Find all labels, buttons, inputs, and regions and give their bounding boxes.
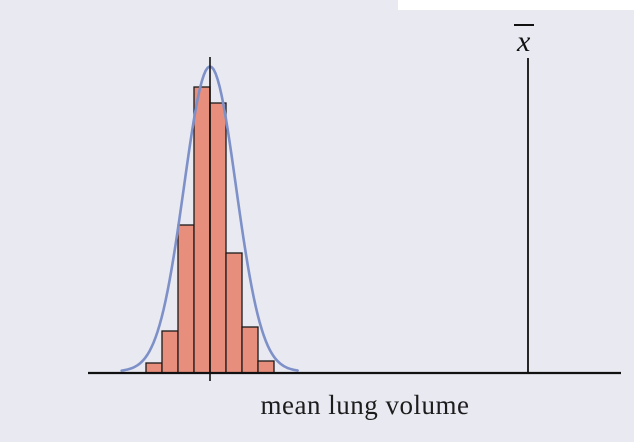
top-white-strip — [398, 0, 634, 10]
x-axis-label: mean lung volume — [260, 390, 470, 420]
histogram-bar — [145, 362, 163, 374]
histogram-bar — [209, 102, 227, 374]
histogram-bar — [193, 86, 211, 374]
histogram-bar — [225, 252, 243, 374]
histogram-bar — [257, 360, 275, 374]
histogram-bar — [161, 330, 179, 374]
xbar-annotation: x — [514, 24, 535, 59]
histogram-bar — [241, 326, 259, 374]
xbar-text: x — [517, 25, 531, 58]
xbar-overline: x — [514, 24, 535, 58]
histogram-bar — [177, 224, 195, 374]
